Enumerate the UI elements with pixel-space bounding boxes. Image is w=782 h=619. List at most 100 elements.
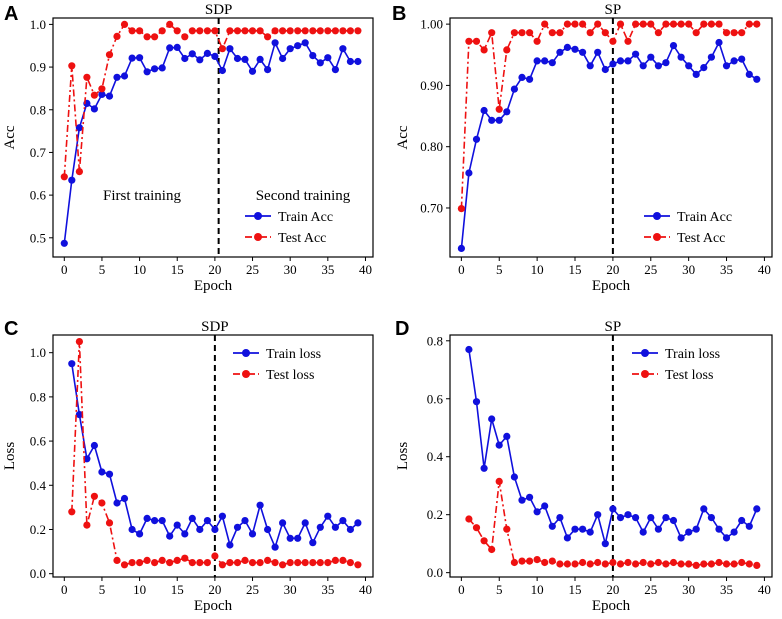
data-point bbox=[218, 512, 226, 520]
data-point bbox=[241, 27, 249, 35]
data-point bbox=[346, 559, 354, 567]
data-point bbox=[518, 73, 526, 81]
data-point bbox=[68, 176, 76, 184]
data-point bbox=[301, 39, 309, 47]
data-point bbox=[533, 37, 541, 45]
data-point bbox=[609, 558, 617, 567]
data-point bbox=[98, 90, 106, 98]
data-point bbox=[472, 135, 481, 143]
data-point bbox=[271, 559, 279, 567]
data-point bbox=[730, 560, 738, 568]
data-point bbox=[526, 75, 534, 83]
legend-marker bbox=[641, 370, 649, 378]
data-point bbox=[601, 65, 609, 74]
data-point bbox=[113, 73, 121, 81]
x-tick-label: 20 bbox=[606, 262, 619, 277]
legend: Train Acc Test Acc bbox=[245, 210, 333, 246]
data-point bbox=[279, 27, 287, 35]
data-point bbox=[75, 411, 83, 419]
y-tick-label: 0.9 bbox=[30, 60, 46, 75]
data-point bbox=[294, 42, 302, 50]
x-tick-label: 40 bbox=[758, 582, 771, 597]
data-point bbox=[324, 559, 332, 567]
data-point bbox=[707, 53, 716, 61]
data-point bbox=[715, 558, 723, 567]
data-point bbox=[233, 523, 242, 531]
data-point bbox=[173, 556, 181, 565]
data-point bbox=[677, 53, 685, 61]
data-point bbox=[563, 534, 572, 542]
data-point bbox=[488, 116, 496, 124]
data-point bbox=[556, 48, 564, 56]
data-point bbox=[616, 20, 625, 28]
data-point bbox=[662, 560, 670, 568]
data-point bbox=[563, 560, 572, 568]
y-tick-label: 1.00 bbox=[420, 17, 443, 32]
x-tick-label: 35 bbox=[321, 262, 334, 277]
data-point bbox=[98, 499, 106, 507]
data-point bbox=[241, 517, 249, 525]
data-point bbox=[579, 48, 587, 56]
data-point bbox=[354, 519, 362, 527]
data-point bbox=[624, 57, 632, 65]
data-point bbox=[211, 552, 219, 560]
data-point bbox=[68, 508, 76, 516]
data-point bbox=[173, 43, 181, 52]
data-point bbox=[722, 62, 731, 70]
data-point bbox=[503, 525, 511, 533]
data-point bbox=[75, 124, 83, 132]
data-point bbox=[143, 556, 151, 565]
x-tick-label: 10 bbox=[531, 262, 544, 277]
data-point bbox=[294, 559, 302, 567]
data-point bbox=[677, 534, 685, 542]
data-point bbox=[707, 560, 716, 568]
legend-label: Test loss bbox=[665, 368, 713, 383]
data-point bbox=[677, 560, 685, 568]
data-point bbox=[90, 91, 98, 99]
data-point bbox=[173, 27, 181, 35]
data-point bbox=[346, 525, 354, 534]
data-point bbox=[753, 505, 761, 513]
y-axis-label: Loss bbox=[2, 442, 18, 471]
data-point bbox=[639, 558, 647, 567]
data-point bbox=[616, 57, 625, 65]
x-tick-label: 30 bbox=[284, 582, 297, 597]
data-point bbox=[624, 511, 632, 519]
data-point bbox=[264, 525, 272, 534]
data-point bbox=[738, 29, 746, 37]
data-point bbox=[579, 20, 587, 28]
chart-title: SP bbox=[605, 2, 622, 18]
data-point bbox=[309, 27, 317, 35]
data-point bbox=[256, 27, 264, 35]
data-point bbox=[166, 20, 174, 28]
data-point bbox=[309, 539, 317, 547]
y-tick-label: 0.2 bbox=[427, 507, 443, 522]
data-point bbox=[669, 516, 678, 525]
x-tick-label: 40 bbox=[359, 582, 372, 597]
data-point bbox=[83, 455, 91, 463]
data-point bbox=[480, 46, 488, 54]
data-point bbox=[480, 464, 488, 472]
data-point bbox=[113, 32, 121, 41]
data-point bbox=[248, 530, 257, 538]
data-point bbox=[68, 62, 76, 70]
data-point bbox=[166, 559, 174, 567]
data-point bbox=[256, 559, 264, 567]
data-point bbox=[211, 525, 219, 534]
series-line-test-acc bbox=[63, 23, 358, 177]
data-point bbox=[354, 57, 362, 66]
data-point bbox=[90, 105, 98, 113]
x-tick-label: 10 bbox=[531, 582, 544, 597]
data-point bbox=[700, 20, 708, 28]
data-point bbox=[128, 559, 136, 567]
data-point bbox=[685, 528, 693, 536]
x-tick-label: 40 bbox=[359, 262, 372, 277]
data-point bbox=[331, 27, 339, 35]
data-point bbox=[203, 559, 211, 567]
data-point bbox=[98, 85, 106, 93]
data-point bbox=[248, 559, 257, 567]
data-point bbox=[548, 59, 556, 67]
data-point bbox=[730, 57, 738, 65]
data-point bbox=[526, 557, 534, 565]
data-point bbox=[647, 560, 655, 568]
